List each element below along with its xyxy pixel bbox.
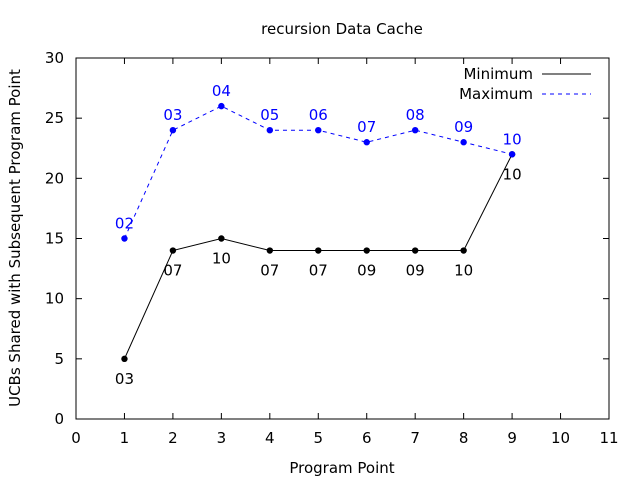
- data-point: [411, 247, 419, 254]
- data-point: [218, 235, 225, 242]
- data-label: 04: [212, 82, 231, 100]
- data-point: [363, 139, 370, 146]
- data-point: [218, 102, 225, 110]
- x-tick-label: 1: [120, 429, 130, 447]
- legend-label: Minimum: [463, 65, 533, 83]
- data-label: 10: [212, 250, 231, 268]
- series-layer: 03 07 10 07 07 09 09 10 10 02 03 04 05 06 07 08 09 10: [115, 82, 522, 388]
- x-tick-label: 11: [599, 429, 618, 447]
- data-point: [363, 247, 370, 254]
- data-point: [508, 151, 516, 158]
- x-tick-label: 2: [168, 429, 178, 447]
- x-axis-label: Program Point: [289, 459, 394, 477]
- x-tick-label: 3: [217, 429, 227, 447]
- x-tick-label: 0: [71, 429, 81, 447]
- data-point: [315, 247, 322, 254]
- data-point: [460, 247, 467, 254]
- data-point: [169, 127, 177, 134]
- y-tick-label: 10: [45, 290, 64, 308]
- y-tick-label: 30: [45, 49, 64, 67]
- data-label: 09: [454, 118, 473, 136]
- data-point: [169, 247, 177, 254]
- data-label: 10: [503, 130, 522, 148]
- x-tick-label: 8: [459, 429, 469, 447]
- data-label: 03: [163, 106, 182, 124]
- data-point: [460, 139, 467, 146]
- data-label: 09: [357, 262, 376, 280]
- data-point: [315, 127, 322, 134]
- series-maximum: 02 03 04 05 06 07 08 09 10: [115, 82, 522, 242]
- series-minimum: 03 07 10 07 07 09 09 10 10: [115, 151, 522, 388]
- y-tick-label: 20: [45, 169, 64, 187]
- y-tick-label: 5: [54, 350, 64, 368]
- plot-frame: [75, 57, 610, 420]
- data-label: 10: [454, 262, 473, 280]
- x-tick-label: 9: [507, 429, 517, 447]
- data-point: [266, 247, 274, 254]
- y-tick-label: 25: [45, 109, 64, 127]
- x-tick-label: 5: [313, 429, 323, 447]
- data-point: [121, 355, 128, 363]
- x-tick-label: 6: [362, 429, 372, 447]
- data-label: 03: [115, 370, 134, 388]
- data-point: [266, 127, 274, 134]
- legend: Minimum Maximum: [459, 65, 591, 103]
- data-point: [411, 127, 419, 134]
- data-label: 05: [260, 106, 279, 124]
- data-label: 07: [357, 118, 376, 136]
- data-label: 07: [309, 262, 328, 280]
- series-line: [123, 154, 513, 360]
- data-label: 02: [115, 215, 134, 233]
- x-tick-label: 4: [265, 429, 275, 447]
- data-label: 09: [406, 262, 425, 280]
- chart-title: recursion Data Cache: [261, 20, 423, 38]
- data-label: 07: [260, 262, 279, 280]
- y-tick-label: 0: [54, 410, 64, 428]
- data-label: 07: [163, 262, 182, 280]
- x-tick-label: 10: [551, 429, 570, 447]
- legend-label: Maximum: [459, 85, 533, 103]
- y-tick-label: 15: [45, 230, 64, 248]
- data-label: 08: [406, 106, 425, 124]
- data-label: 10: [503, 165, 522, 183]
- data-point: [121, 235, 128, 242]
- x-tick-label: 7: [410, 429, 420, 447]
- data-label: 06: [309, 106, 328, 124]
- y-axis-label: UCBs Shared with Subsequent Program Poin…: [6, 69, 24, 407]
